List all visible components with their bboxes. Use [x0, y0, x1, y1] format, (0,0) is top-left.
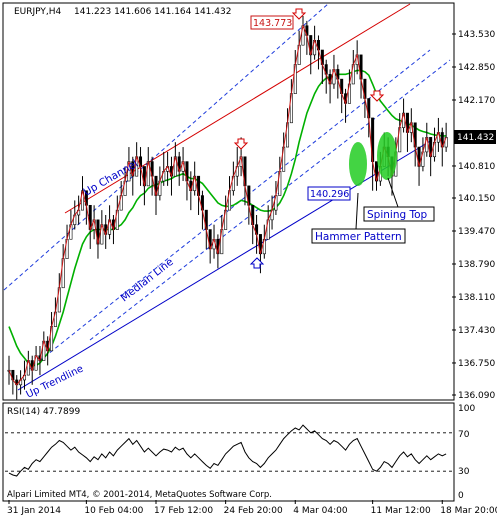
candle: [328, 69, 332, 104]
price-tick-label: 138.790: [458, 260, 495, 270]
upper-dashed-line: [3, 3, 329, 291]
time-tick-label: 18 Mar 20:00: [440, 506, 497, 516]
candle: [344, 88, 348, 123]
spining-top-label: Spining Top: [367, 209, 428, 221]
high-price-label: 143.773: [253, 18, 292, 29]
price-tick-label: 140.810: [458, 162, 495, 172]
time-tick-label: 11 Mar 12:00: [371, 506, 431, 516]
low-price-label: 140.296: [310, 189, 349, 200]
price-tick-label: 138.110: [458, 293, 495, 303]
up-trendline: [17, 139, 433, 391]
down-arrow-icon: [291, 8, 307, 20]
main-panel-frame: [2, 2, 455, 401]
hammer-ellipse: [349, 142, 367, 186]
candle: [7, 355, 11, 385]
time-tick-label: 31 Jan 2014: [7, 506, 61, 516]
median-line-label: Median Line: [118, 256, 175, 305]
candles-layer: [7, 16, 448, 400]
time-tick-label: 17 Feb 12:00: [154, 506, 213, 516]
price-axis: 143.530 142.850 142.170 140.810 140.150 139.4…: [452, 30, 495, 401]
price-tick-label: 142.170: [458, 96, 495, 106]
candle-body: [444, 137, 448, 148]
time-axis: 31 Jan 2014 10 Feb 04:00 17 Feb 12:00 24 Fe…: [7, 500, 497, 516]
header-ohlc: 141.223 141.606 141.164 141.432: [74, 7, 231, 17]
rsi-scale-100: 100: [458, 404, 475, 414]
hammer-pattern-callout: Hammer Pattern: [311, 192, 406, 244]
price-tick-label: 143.530: [458, 30, 495, 40]
candle: [15, 375, 19, 400]
ellipses-layer: [349, 132, 397, 186]
rsi-layer: [5, 424, 452, 477]
price-tick-label: 140.150: [458, 194, 495, 204]
spining-top-callout: Spining Top: [363, 177, 435, 222]
lower-dashed-line: [89, 59, 451, 341]
rsi-scale-30: 30: [458, 467, 470, 477]
price-tick-label: 137.430: [458, 326, 495, 336]
down-arrow-icon: [233, 138, 249, 150]
rsi-scale-0: 0: [458, 491, 464, 501]
up-arrow-icon: [249, 257, 265, 269]
moving-average-line: [8, 69, 447, 367]
time-tick-label: 4 Mar 04:00: [293, 506, 348, 516]
hammer-pattern-label: Hammer Pattern: [315, 231, 402, 243]
up-channel-line: [64, 3, 411, 214]
rsi-scale-70: 70: [458, 430, 470, 440]
annotation-lines-layer: [3, 3, 451, 391]
spining-top-ellipse: [377, 132, 397, 180]
rsi-label: RSI(14) 47.7899: [7, 407, 80, 417]
current-price-tag: 141.432: [454, 130, 496, 144]
price-tick-label: 142.850: [458, 63, 495, 73]
price-tick-label: 139.470: [458, 227, 495, 237]
time-tick-label: 10 Feb 04:00: [84, 506, 143, 516]
close-price-line: [8, 24, 447, 386]
down-arrow-icon: [369, 90, 385, 102]
rsi-line: [8, 424, 447, 477]
candle: [162, 151, 166, 186]
candle: [444, 122, 448, 152]
rsi-panel-frame: [2, 402, 455, 502]
price-tick-label: 136.090: [458, 391, 495, 401]
low-price-tag: 140.296: [307, 186, 351, 201]
median-line: [27, 49, 431, 371]
moving-average-layer: [8, 69, 447, 367]
current-price-label: 141.432: [457, 133, 494, 143]
high-price-tag: 143.773: [250, 15, 294, 30]
time-tick-label: 24 Feb 20:00: [224, 506, 283, 516]
footer-copyright: Alpari Limited MT4, © 2001-2014, MetaQuo…: [7, 490, 272, 500]
header-symbol: EURJPY,H4: [14, 7, 62, 17]
candle: [11, 369, 15, 395]
candle: [19, 370, 23, 395]
price-tick-label: 136.750: [458, 359, 495, 369]
close-line-layer: [8, 24, 447, 386]
